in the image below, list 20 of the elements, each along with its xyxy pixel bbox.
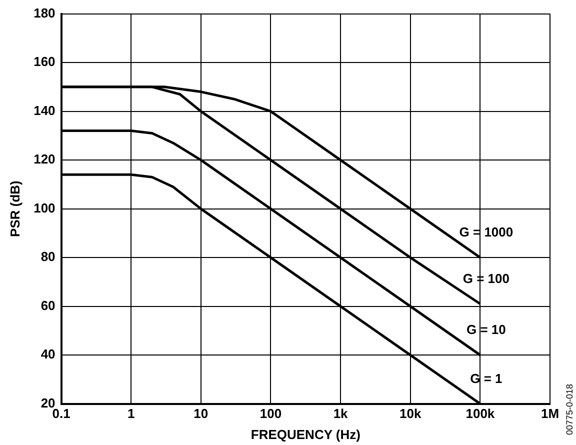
x-tick-label: 1k bbox=[333, 406, 349, 422]
y-axis-title: PSR (dB) bbox=[7, 180, 22, 237]
y-tick-label: 80 bbox=[40, 249, 56, 264]
y-tick-label: 180 bbox=[34, 5, 56, 20]
x-tick-label: 10 bbox=[194, 406, 208, 422]
x-axis-title: FREQUENCY (Hz) bbox=[250, 426, 360, 442]
y-tick-label: 160 bbox=[34, 54, 56, 70]
series-label: G = 10 bbox=[466, 322, 506, 338]
x-tick-label: 10k bbox=[400, 406, 422, 422]
y-tick-label: 140 bbox=[34, 102, 56, 118]
text: 00775-0-018 bbox=[564, 384, 574, 435]
y-tick-label: 100 bbox=[34, 200, 56, 216]
x-tick-label: 1 bbox=[127, 406, 135, 422]
x-tick-label: 100 bbox=[260, 406, 282, 422]
y-tick-label: 40 bbox=[40, 346, 56, 362]
series-label: G = 1 bbox=[470, 370, 502, 386]
x-tick-label: 1M bbox=[540, 406, 560, 422]
y-tick-label: 120 bbox=[34, 152, 56, 167]
x-tick-label: 100k bbox=[466, 406, 496, 422]
y-tick-label: 60 bbox=[40, 298, 56, 313]
